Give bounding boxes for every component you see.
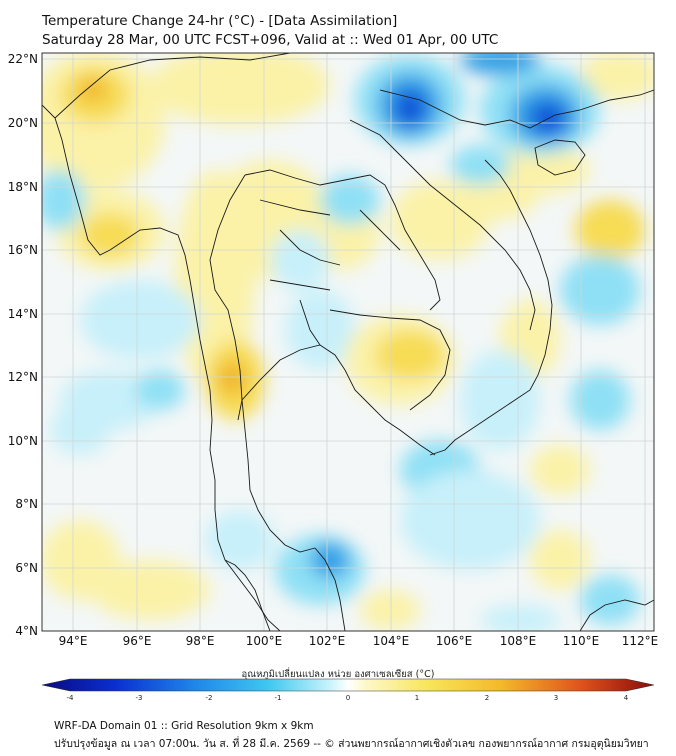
colorbar: -4 -3 -2 -1 0 1 2 3 4 (41, 678, 655, 702)
cbar-tick-0: 0 (346, 694, 350, 702)
lon-label-106: 106°E (436, 634, 473, 648)
footer-line-1: WRF-DA Domain 01 :: Grid Resolution 9km … (54, 720, 314, 732)
lat-label-10: 10°N (8, 434, 38, 448)
lat-label-4: 4°N (15, 624, 38, 638)
longitude-labels: 94°E 96°E 98°E 100°E 102°E 104°E 106°E 1… (59, 634, 659, 648)
lat-label-12: 12°N (8, 370, 38, 384)
lat-label-20: 20°N (8, 116, 38, 130)
lon-label-104: 104°E (373, 634, 410, 648)
title-line-1: Temperature Change 24-hr (°C) - [Data As… (42, 13, 398, 29)
cbar-tick-4: 4 (624, 694, 629, 702)
map-frame (41, 52, 655, 632)
cbar-tick-neg2: -2 (206, 694, 213, 702)
map-panel: 22°N 20°N 18°N 16°N 14°N 12°N 10°N 8°N 6… (8, 52, 659, 648)
lon-label-112: 112°E (622, 634, 659, 648)
lon-label-102: 102°E (309, 634, 346, 648)
lon-label-96: 96°E (123, 634, 152, 648)
graticule (42, 53, 654, 631)
lon-label-108: 108°E (500, 634, 537, 648)
title-line-2: Saturday 28 Mar, 00 UTC FCST+096, Valid … (42, 32, 499, 48)
lat-label-14: 14°N (8, 307, 38, 321)
lat-label-8: 8°N (15, 497, 38, 511)
colorbar-title: อุณหภูมิเปลี่ยนแปลง หน่วย องศาเซลเซียส (… (241, 669, 435, 680)
cbar-tick-2: 2 (485, 694, 489, 702)
lon-label-94: 94°E (59, 634, 88, 648)
colorbar-gradient (41, 678, 655, 692)
cbar-tick-neg3: -3 (136, 694, 143, 702)
temperature-field (42, 53, 654, 631)
lon-label-98: 98°E (186, 634, 215, 648)
lon-label-100: 100°E (246, 634, 283, 648)
colorbar-ticks: -4 -3 -2 -1 0 1 2 3 4 (67, 694, 629, 702)
coastlines-borders (42, 53, 654, 631)
lon-label-110: 110°E (563, 634, 600, 648)
map-title: Temperature Change 24-hr (°C) - [Data As… (42, 12, 498, 50)
cbar-tick-3: 3 (554, 694, 558, 702)
latitude-labels: 22°N 20°N 18°N 16°N 14°N 12°N 10°N 8°N 6… (8, 52, 38, 638)
lat-label-16: 16°N (8, 243, 38, 257)
temperature-change-map: 22°N 20°N 18°N 16°N 14°N 12°N 10°N 8°N 6… (8, 52, 659, 648)
cbar-tick-neg4: -4 (67, 694, 75, 702)
lat-label-6: 6°N (15, 561, 38, 575)
lat-label-18: 18°N (8, 180, 38, 194)
lat-label-22: 22°N (8, 52, 38, 66)
cbar-tick-1: 1 (415, 694, 419, 702)
cbar-tick-neg1: -1 (275, 694, 282, 702)
footer-line-2: ปรับปรุงข้อมูล ณ เวลา 07:00น. วัน ส. ที่… (54, 738, 649, 750)
